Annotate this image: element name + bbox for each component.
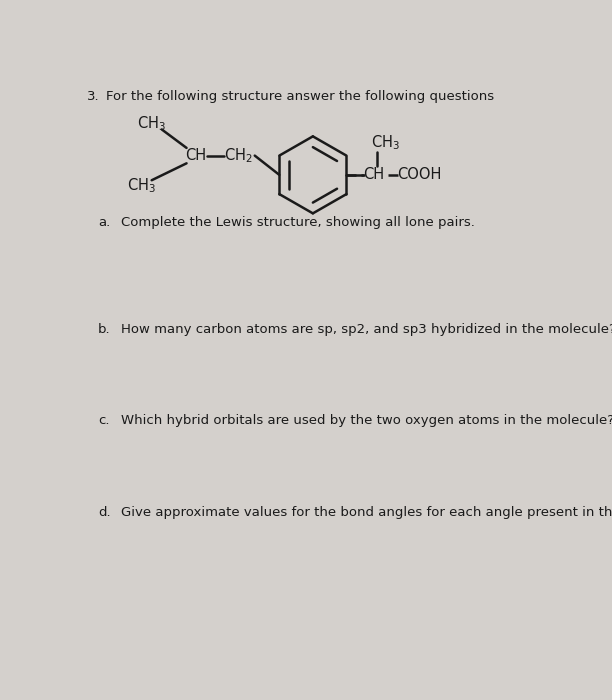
Text: c.: c. <box>98 414 110 426</box>
Text: How many carbon atoms are sp, sp2, and sp3 hybridized in the molecule?: How many carbon atoms are sp, sp2, and s… <box>121 323 612 336</box>
Text: d.: d. <box>98 506 111 519</box>
Text: Give approximate values for the bond angles for each angle present in the molecu: Give approximate values for the bond ang… <box>121 506 612 519</box>
Text: For the following structure answer the following questions: For the following structure answer the f… <box>106 90 494 103</box>
Text: 3.: 3. <box>86 90 99 103</box>
Text: CH: CH <box>185 148 206 163</box>
Text: b.: b. <box>98 323 111 336</box>
Text: CH$_3$: CH$_3$ <box>371 133 400 152</box>
Text: CH$_3$: CH$_3$ <box>127 176 156 195</box>
Text: Which hybrid orbitals are used by the two oxygen atoms in the molecule?: Which hybrid orbitals are used by the tw… <box>121 414 612 426</box>
Text: a.: a. <box>98 216 110 230</box>
Text: CH$_3$: CH$_3$ <box>137 115 166 134</box>
Text: CH$_2$: CH$_2$ <box>224 146 253 165</box>
Text: COOH: COOH <box>398 167 442 183</box>
Text: Complete the Lewis structure, showing all lone pairs.: Complete the Lewis structure, showing al… <box>121 216 476 230</box>
Text: CH: CH <box>364 167 384 183</box>
